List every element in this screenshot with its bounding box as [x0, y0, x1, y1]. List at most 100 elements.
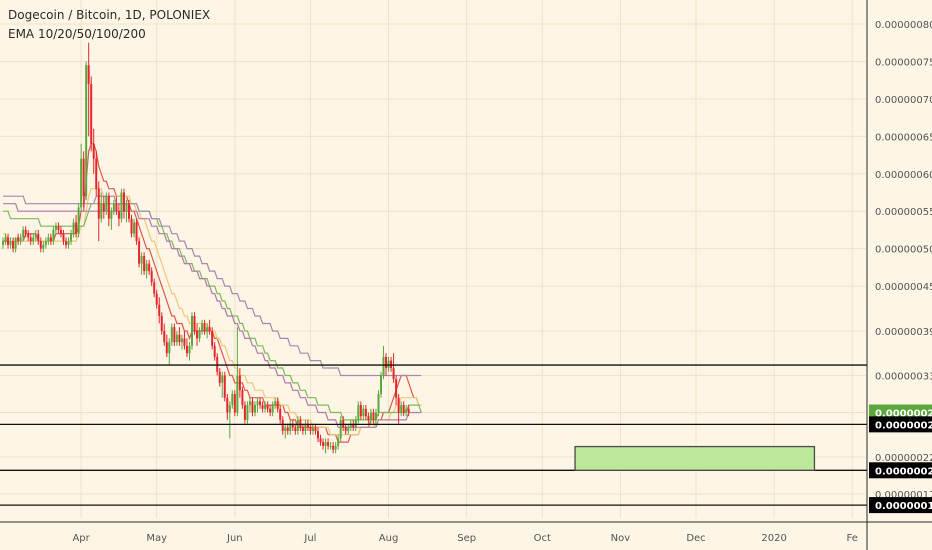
candle-body [269, 408, 272, 413]
candle-body [369, 412, 372, 420]
x-tick-label: Apr [72, 533, 90, 544]
candle-body [211, 331, 214, 346]
candle-body [185, 345, 188, 354]
y-tick-label: 0.00000070 [875, 95, 932, 106]
candle-body [37, 233, 40, 242]
candle-body [284, 427, 287, 432]
candle-body [72, 222, 75, 234]
candle-body [364, 408, 367, 417]
candle-body [122, 192, 125, 212]
candle-body [359, 405, 362, 417]
candle-body [85, 65, 88, 197]
candle-body [115, 203, 118, 212]
candle-body [317, 431, 319, 439]
candle-body [2, 241, 4, 245]
x-tick-label: Oct [534, 533, 551, 544]
price-badge-label: 0.00000028 [875, 409, 932, 420]
candle-body [339, 419, 342, 439]
candle-body [380, 375, 382, 394]
candle-body [201, 323, 204, 331]
candle-body [248, 401, 251, 406]
y-tick-label: 0.00000017 [875, 490, 932, 501]
candle-body [256, 401, 259, 406]
x-tick-label: Sep [457, 533, 476, 544]
candle-body [125, 203, 128, 212]
candle-body [170, 327, 173, 343]
candle-body [59, 229, 62, 234]
candle-body [47, 237, 50, 242]
candle-body [100, 203, 103, 219]
y-tick-label: 0.00000039 [875, 327, 932, 338]
candle-body [180, 338, 183, 343]
ema-lines [3, 143, 422, 443]
candle-body [4, 237, 7, 242]
candle-body [49, 237, 52, 242]
candle-body [188, 345, 191, 354]
candle-body [143, 256, 146, 272]
horizontal-levels [0, 364, 867, 506]
candle-body [95, 158, 98, 189]
x-tick-label: May [146, 533, 167, 544]
candle-body [332, 445, 335, 450]
candle-body [9, 241, 12, 245]
candle-body [153, 282, 156, 294]
candle-body [329, 445, 332, 447]
candle-body [226, 397, 229, 413]
candle-body [405, 408, 408, 413]
candle-body [65, 241, 67, 245]
candle-body [29, 237, 32, 242]
y-tick-label: 0.00000080 [875, 20, 932, 31]
y-tick-label: 0.00000065 [875, 132, 932, 143]
candle-body [193, 316, 196, 331]
y-tick-label: 0.00000075 [875, 57, 932, 68]
candle-body [397, 397, 400, 413]
y-tick-label: 0.00000022 [875, 453, 932, 464]
candle-body [319, 438, 322, 443]
candle-body [221, 375, 224, 383]
candle-body [254, 405, 256, 413]
symbol-title: Dogecoin / Bitcoin, 1D, POLONIEX [8, 8, 211, 22]
candle-body [62, 233, 65, 242]
x-tick-label: Nov [611, 533, 631, 544]
candle-body [110, 211, 113, 219]
price-badge [869, 497, 932, 514]
candle-body [243, 405, 246, 420]
candle-body [296, 419, 299, 432]
ema-line-ema100 [3, 203, 422, 428]
candle-body [344, 427, 347, 432]
candle-body [304, 423, 307, 432]
candle-body [183, 338, 186, 346]
chart-legend: Dogecoin / Bitcoin, 1D, POLONIEX EMA 10/… [8, 6, 210, 44]
candle-body [246, 405, 249, 420]
x-tick-label: Fe [847, 533, 858, 544]
candle-body [261, 405, 264, 409]
candle-body [44, 241, 47, 245]
candle-body [75, 222, 78, 234]
candle-body [34, 233, 37, 238]
candle-body [362, 408, 365, 417]
candle-body [133, 222, 136, 234]
candle-body [150, 271, 153, 283]
candle-body [233, 393, 236, 413]
candle-body [271, 405, 274, 413]
candle-body [251, 401, 254, 413]
candle-body [105, 196, 108, 212]
candle-body [97, 188, 100, 219]
candle-body [279, 408, 282, 420]
candle-body [228, 405, 231, 413]
price-badge [869, 416, 932, 433]
candle-body [314, 427, 317, 432]
candle-body [107, 196, 110, 219]
candle-body [402, 405, 405, 413]
candle-body [163, 331, 166, 343]
candle-body [140, 256, 143, 264]
candle-body [294, 427, 297, 432]
candle-body [54, 226, 57, 230]
candle-body [92, 143, 95, 159]
x-tick-label: Jul [303, 533, 316, 544]
candle-body [128, 203, 130, 219]
